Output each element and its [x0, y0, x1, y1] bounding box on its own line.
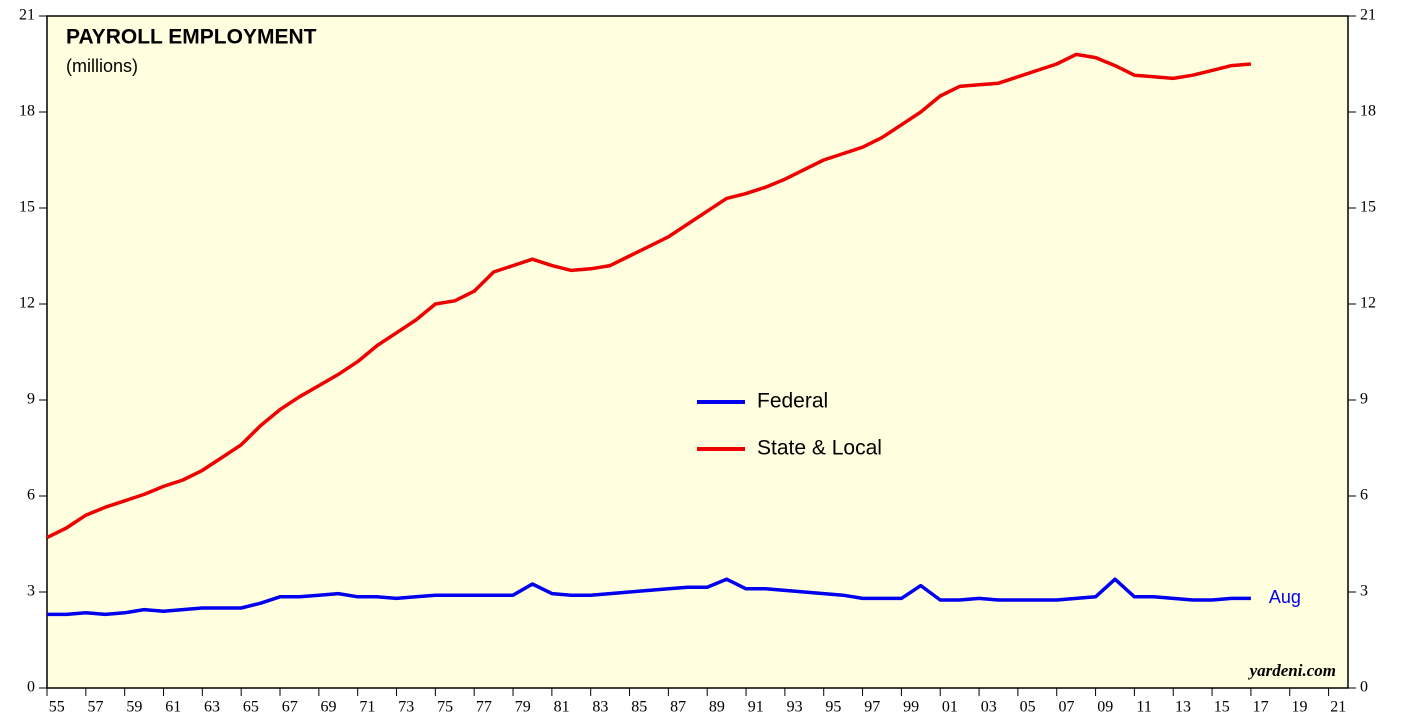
x-tick-label: 97	[864, 699, 880, 716]
line	[46, 52, 1252, 540]
y-tick-label: 9	[27, 391, 35, 408]
x-tick-label: 17	[1253, 699, 1269, 716]
plot-area	[46, 15, 1349, 689]
y2-tick-label: 18	[1360, 103, 1376, 120]
y-tick-label: 0	[27, 679, 35, 696]
x-tick-label: 63	[204, 699, 220, 716]
x-tick-label: 93	[787, 699, 803, 716]
x-tick-label: 95	[825, 699, 841, 716]
x-tick-label: 67	[282, 699, 298, 716]
x-tick-label: 19	[1291, 699, 1307, 716]
y-tick-label: 21	[19, 7, 35, 24]
x-tick-label: 79	[515, 699, 531, 716]
x-tick-label: 71	[359, 699, 375, 716]
y-tick-label: 18	[19, 103, 35, 120]
x-tick-label: 13	[1175, 699, 1191, 716]
x-tick-label: 59	[126, 699, 142, 716]
y2-tick-label: 21	[1360, 7, 1376, 24]
x-tick-label: 55	[49, 699, 65, 716]
y2-tick-label: 15	[1360, 199, 1376, 216]
y2-tick-label: 6	[1360, 487, 1368, 504]
y-tick-label: 12	[19, 295, 35, 312]
y2-tick-label: 12	[1360, 295, 1376, 312]
x-tick-label: 11	[1136, 699, 1151, 716]
x-tick-label: 89	[709, 699, 725, 716]
x-tick-label: 03	[981, 699, 997, 716]
x-tick-label: 73	[398, 699, 414, 716]
x-tick-label: 61	[165, 699, 181, 716]
y-tick-label: 3	[27, 583, 35, 600]
x-tick-label: 75	[437, 699, 453, 716]
x-tick-label: 81	[554, 699, 570, 716]
line	[47, 577, 1251, 617]
x-tick-label: 65	[243, 699, 259, 716]
x-tick-label: 01	[942, 699, 958, 716]
x-tick-label: 15	[1214, 699, 1230, 716]
annotation: Aug	[1269, 587, 1301, 607]
x-tick-label: 91	[748, 699, 764, 716]
y2-tick-label: 0	[1360, 679, 1368, 696]
x-tick-label: 99	[903, 699, 919, 716]
y2-tick-label: 9	[1360, 391, 1368, 408]
y-tick-label: 15	[19, 199, 35, 216]
x-tick-label: 05	[1020, 699, 1036, 716]
y2-tick-label: 3	[1360, 583, 1368, 600]
x-tick-label: 57	[88, 699, 104, 716]
x-tick-label: 69	[321, 699, 337, 716]
chart-subtitle: (millions)	[66, 56, 138, 76]
x-tick-label: 09	[1097, 699, 1113, 716]
x-tick-label: 85	[631, 699, 647, 716]
x-tick-label: 77	[476, 699, 492, 716]
legend-label: Federal	[757, 390, 828, 413]
source: yardeni.com	[1248, 661, 1336, 680]
legend-label: State & Local	[757, 437, 882, 460]
x-tick-label: 07	[1058, 699, 1074, 716]
x-tick-label: 21	[1330, 699, 1346, 716]
x-tick-label: 87	[670, 699, 686, 716]
chart-title: PAYROLL EMPLOYMENT	[66, 26, 317, 49]
x-tick-label: 83	[592, 699, 608, 716]
y-tick-label: 6	[27, 487, 35, 504]
